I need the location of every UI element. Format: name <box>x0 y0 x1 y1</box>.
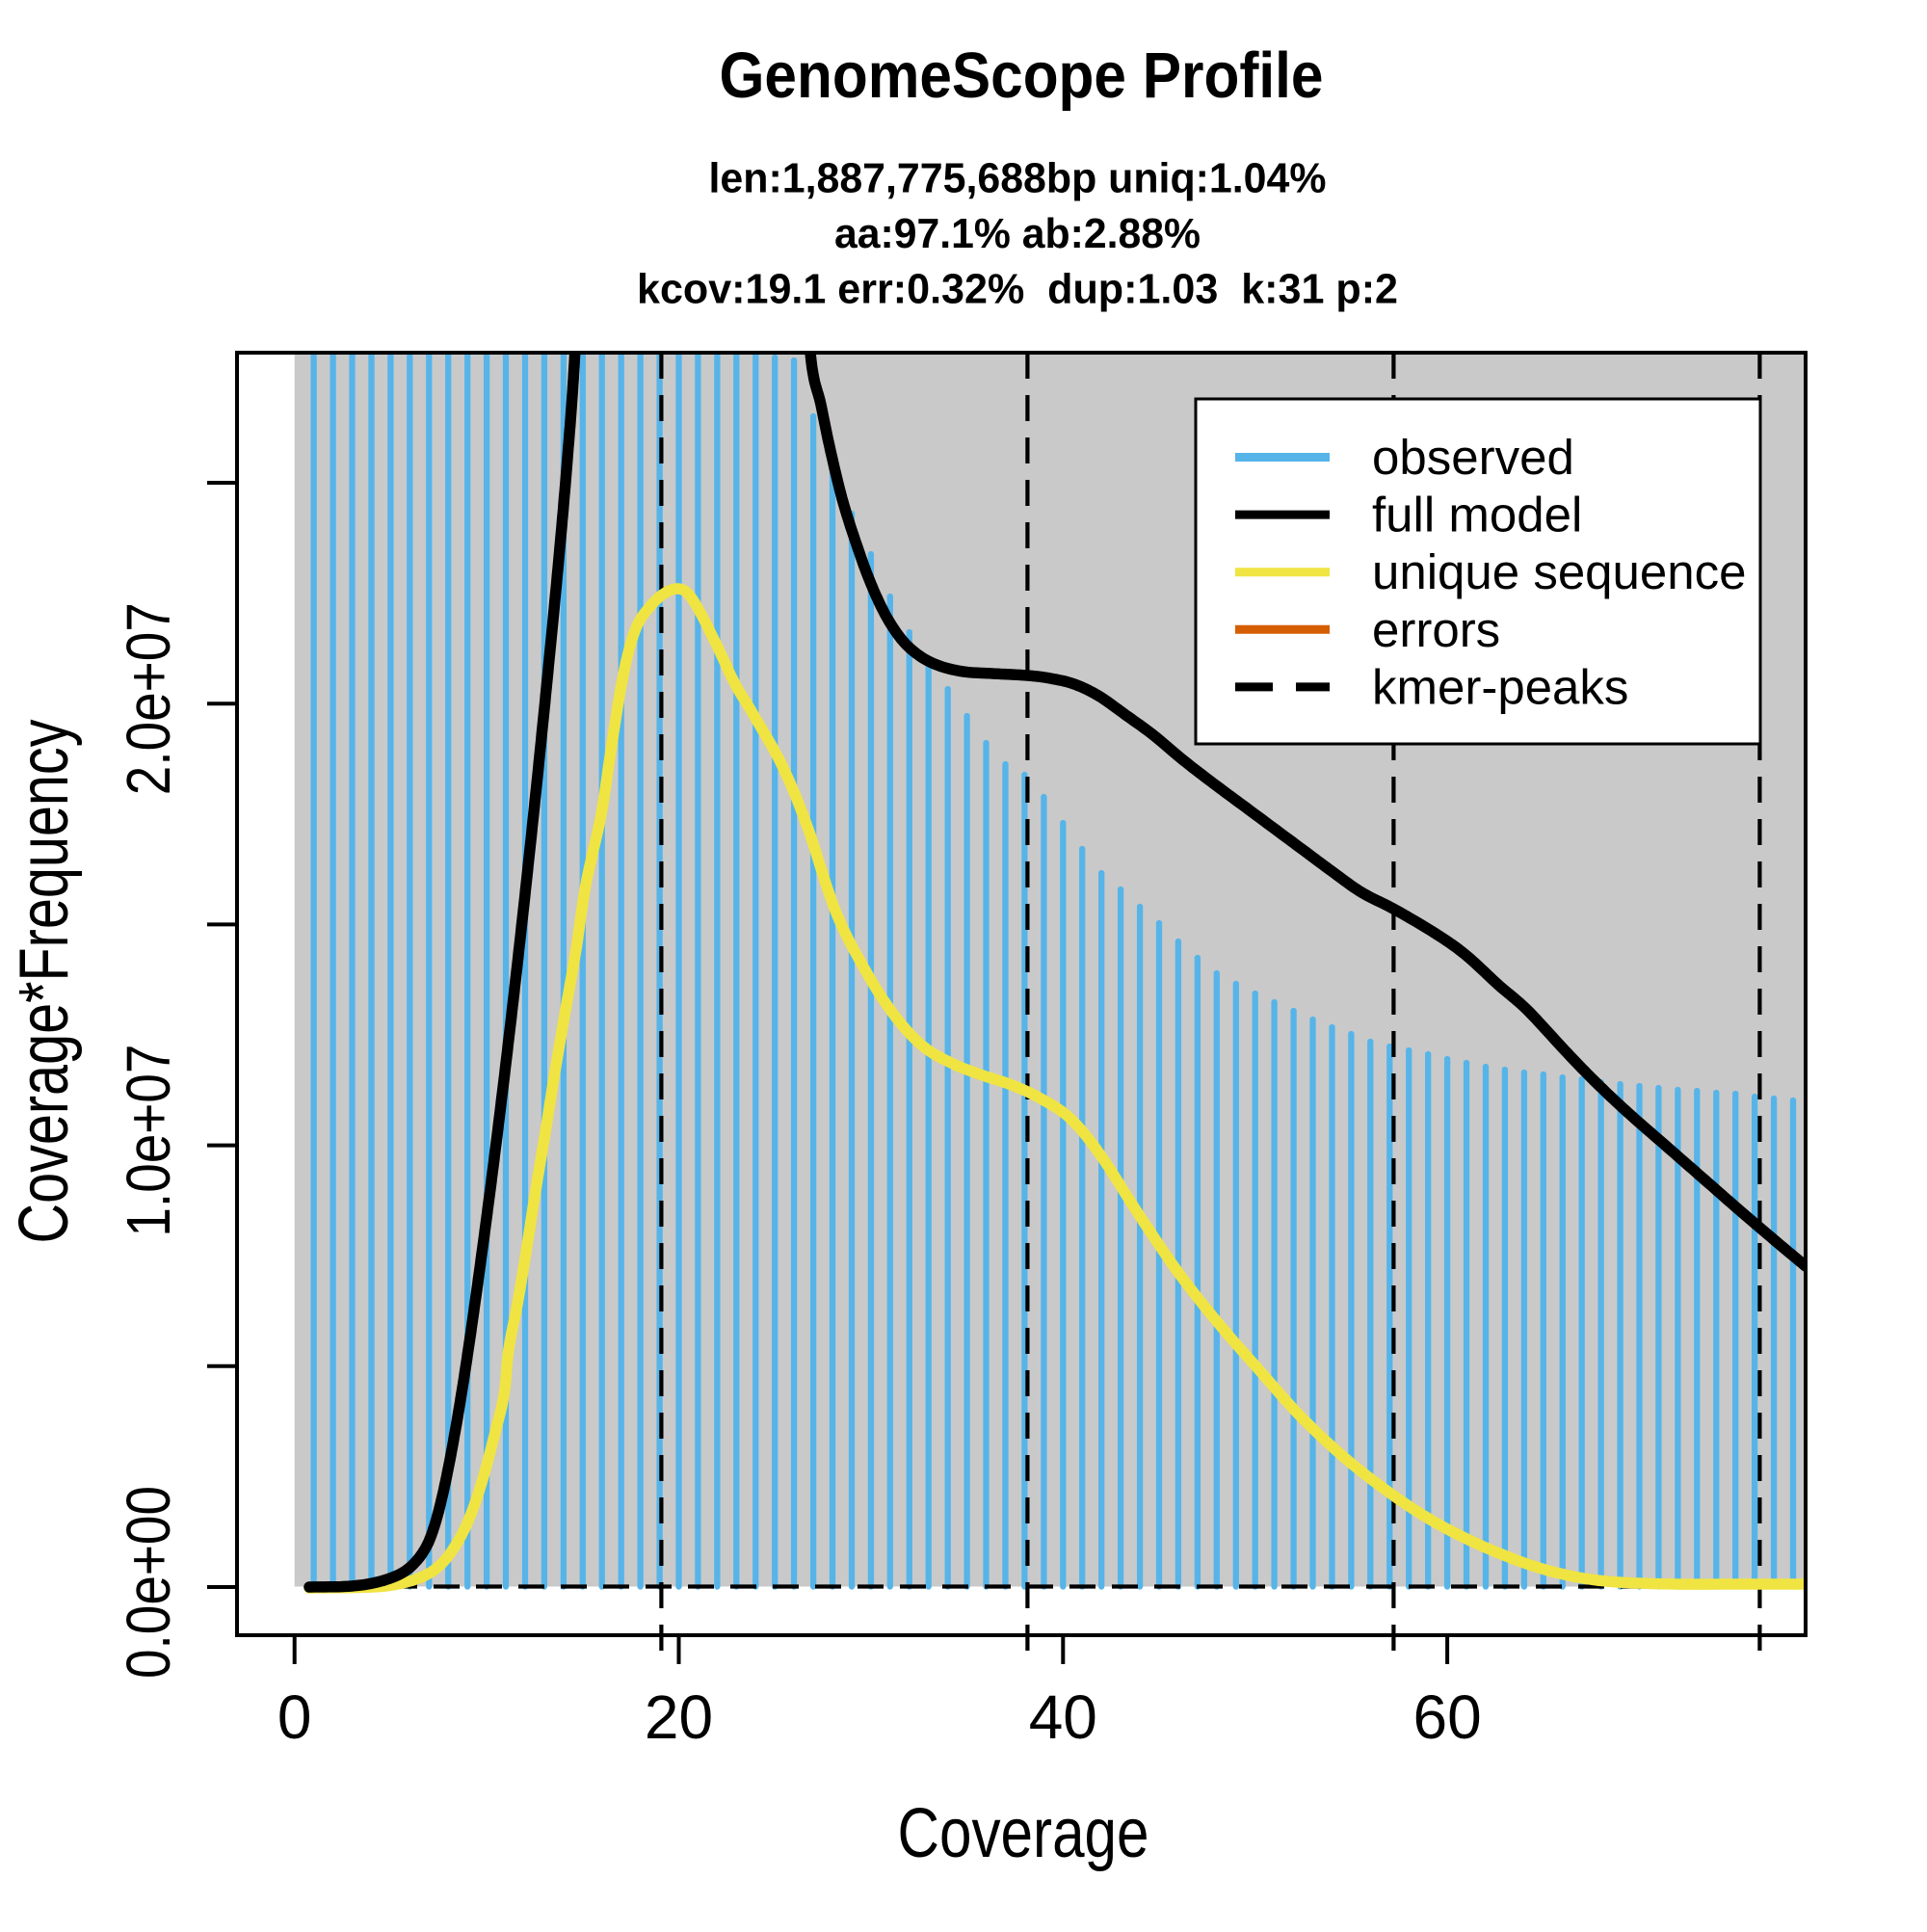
svg-text:GenomeScope Profile: GenomeScope Profile <box>720 40 1324 112</box>
svg-text:60: 60 <box>1413 1682 1482 1752</box>
svg-text:20: 20 <box>645 1682 713 1752</box>
svg-text:aa:97.1% ab:2.88%: aa:97.1% ab:2.88% <box>834 210 1201 257</box>
svg-text:observed: observed <box>1372 430 1574 485</box>
svg-text:kcov:19.1 err:0.32% dup:1.03: kcov:19.1 err:0.32% dup:1.03 k:31 p:2 <box>637 265 1398 312</box>
svg-text:0: 0 <box>277 1682 312 1752</box>
svg-text:Coverage: Coverage <box>898 1795 1149 1872</box>
svg-text:kmer-peaks: kmer-peaks <box>1372 659 1628 714</box>
svg-text:40: 40 <box>1029 1682 1097 1752</box>
svg-text:1.0e+07: 1.0e+07 <box>114 1045 183 1237</box>
svg-text:len:1,887,775,688bp uniq:1.04%: len:1,887,775,688bp uniq:1.04% <box>709 154 1327 201</box>
svg-text:0.0e+00: 0.0e+00 <box>114 1486 183 1679</box>
svg-text:full model: full model <box>1372 488 1582 543</box>
svg-text:unique sequence: unique sequence <box>1372 544 1747 599</box>
svg-text:errors: errors <box>1372 602 1500 657</box>
svg-text:Coverage*Frequency: Coverage*Frequency <box>6 720 83 1244</box>
svg-text:2.0e+07: 2.0e+07 <box>114 602 183 795</box>
